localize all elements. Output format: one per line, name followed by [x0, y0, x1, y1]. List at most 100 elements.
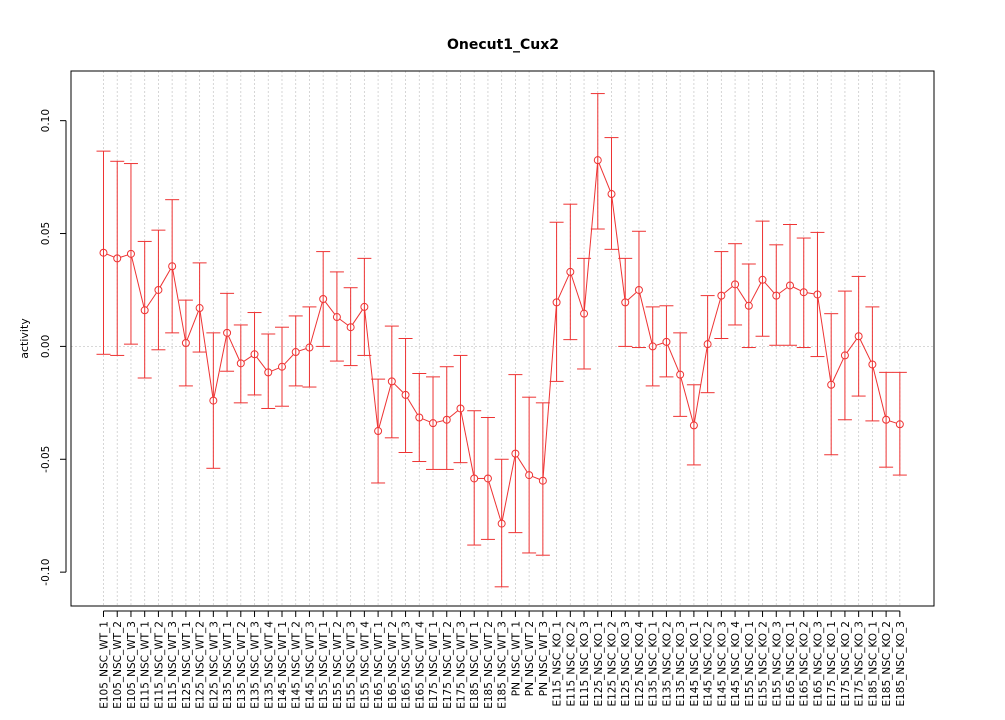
data-point: [126, 249, 135, 258]
data-point: [195, 304, 204, 313]
series-line-segment: [627, 291, 637, 301]
data-point: [703, 340, 712, 349]
x-tick-label: E135_NSC_WT_2: [236, 621, 248, 709]
data-point: [621, 298, 630, 307]
x-tick-label: E155_NSC_WT_2: [332, 621, 344, 709]
series-line-segment: [807, 292, 815, 295]
data-point: [827, 380, 836, 389]
x-tick-label: E135_NSC_KO_3: [675, 621, 687, 707]
data-point: [483, 474, 492, 483]
x-tick-label: E105_NSC_WT_3: [126, 621, 138, 709]
x-tick-label: E145_NSC_WT_2: [291, 621, 303, 709]
data-point: [456, 404, 465, 413]
y-tick-label: 0.05: [40, 222, 52, 245]
series-line-segment: [131, 257, 145, 308]
x-tick-label: E135_NSC_KO_1: [648, 621, 660, 707]
data-point: [319, 294, 328, 303]
series-line-segment: [708, 298, 721, 341]
x-tick-label: PN_NSC_WT_1: [510, 621, 522, 696]
series-line-segment: [570, 275, 584, 311]
series-line-segment: [639, 293, 653, 344]
series-line-segment: [750, 282, 762, 303]
x-axis: E105_NSC_WT_1 E105_NSC_WT_2 E105_NSC_WT_3 E…: [99, 610, 907, 709]
x-tick-label: E155_NSC_KO_1: [744, 621, 756, 707]
x-tick-label: E115_NSC_WT_3: [167, 621, 179, 709]
x-tick-label: E185_NSC_WT_2: [483, 621, 495, 709]
x-tick-label: E165_NSC_KO_1: [785, 621, 797, 707]
series-line-segment: [501, 456, 516, 521]
x-tick-label: E165_NSC_WT_2: [387, 621, 399, 709]
data-point: [305, 343, 314, 352]
x-tick-label: E115_NSC_WT_1: [140, 621, 152, 709]
x-tick-label: E155_NSC_WT_4: [359, 621, 371, 709]
series-line-segment: [516, 456, 528, 473]
data-point: [525, 471, 534, 480]
series-line-segment: [364, 310, 379, 428]
series-line-segment: [422, 418, 430, 423]
series-line-segment: [488, 481, 502, 521]
data-point: [895, 420, 904, 429]
series-line-segment: [106, 253, 115, 258]
series-line-segment: [832, 358, 844, 382]
series-line-segment: [667, 344, 680, 372]
data-point: [154, 285, 163, 294]
data-point: [648, 342, 657, 351]
series-line-segment: [378, 384, 392, 428]
data-point: [772, 291, 781, 300]
data-point: [360, 302, 369, 311]
series-line-segment: [889, 420, 897, 424]
y-tick-label: 0.10: [40, 109, 52, 132]
series-line-segment: [284, 354, 294, 365]
data-point: [415, 413, 424, 422]
y-axis: -0.10 -0.05 0.00 0.05 0.10: [40, 109, 67, 586]
series-line-segment: [723, 286, 733, 294]
series-line-segment: [532, 475, 540, 480]
plot-frame: [70, 70, 935, 607]
data-point: [662, 337, 671, 346]
x-tick-label: E135_NSC_KO_2: [661, 621, 673, 707]
data-point: [470, 474, 479, 483]
data-point: [840, 351, 849, 360]
series-line-segment: [352, 309, 363, 325]
series-line-segment: [213, 336, 227, 398]
series-line-segment: [186, 311, 199, 340]
x-tick-label: E125_NSC_KO_4: [634, 621, 646, 707]
data-point: [99, 248, 108, 257]
data-point: [744, 301, 753, 310]
y-tick-label: -0.05: [40, 446, 52, 473]
series-line-segment: [309, 302, 323, 345]
series-line-segment: [393, 383, 404, 393]
chart-title: Onecut1_Cux2: [447, 37, 559, 53]
x-tick-label: PN_NSC_WT_2: [524, 621, 536, 696]
series-line-segment: [406, 397, 418, 415]
x-tick-label: E165_NSC_KO_3: [812, 621, 824, 707]
x-tick-label: E145_NSC_KO_2: [703, 621, 715, 707]
series-line-segment: [256, 356, 267, 370]
series-line-segment: [339, 318, 349, 326]
data-point: [593, 156, 602, 165]
data-point: [277, 362, 286, 371]
x-tick-label: PN_NSC_WT_3: [538, 621, 550, 696]
series-line-segment: [271, 367, 279, 372]
data-point: [332, 313, 341, 322]
x-tick-label: E185_NSC_KO_2: [881, 621, 893, 707]
data-point: [346, 323, 355, 332]
series-line-segment: [846, 338, 858, 353]
series-line-segment: [120, 254, 128, 258]
series-line-segment: [680, 377, 694, 423]
series-line-segment: [598, 163, 611, 191]
x-tick-label: E155_NSC_KO_3: [771, 621, 783, 707]
data-point: [882, 415, 891, 424]
grid-lines: [71, 71, 934, 606]
series-line-segment: [542, 305, 557, 478]
x-tick-label: E175_NSC_WT_3: [455, 621, 467, 709]
x-tick-label: E115_NSC_KO_2: [565, 621, 577, 707]
data-point: [689, 421, 698, 430]
data-point: [140, 306, 149, 315]
data-point: [429, 419, 438, 428]
x-tick-label: E125_NSC_KO_2: [607, 621, 619, 707]
x-tick-label: E165_NSC_WT_3: [401, 621, 413, 709]
series-line-segment: [859, 339, 872, 362]
x-tick-label: E145_NSC_KO_1: [689, 621, 701, 707]
series-layer: [96, 93, 907, 588]
